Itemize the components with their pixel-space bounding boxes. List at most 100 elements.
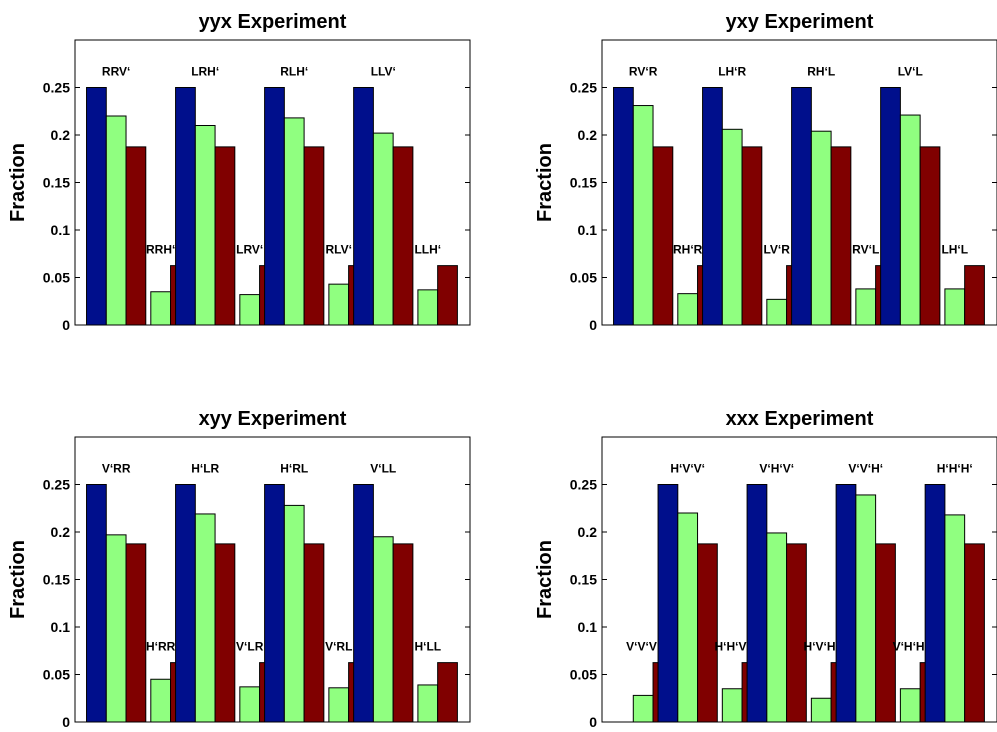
bar-group-label: H‘V‘H‘ <box>804 640 839 654</box>
bar-group-label: H‘H‘V‘ <box>715 640 750 654</box>
y-tick-label: 0.15 <box>43 175 70 191</box>
bar-group: LRH‘ <box>175 65 236 326</box>
y-tick-label: 0.1 <box>51 222 71 238</box>
bar-green <box>194 125 216 326</box>
bar-green <box>944 288 966 326</box>
bar-navy <box>791 87 812 326</box>
bar-group: RH‘L <box>791 65 852 326</box>
bar-group-label: LV‘L <box>898 65 923 79</box>
bar-group-label: RH‘R <box>673 243 703 257</box>
bar-group-label: V‘H‘V‘ <box>759 462 794 476</box>
chart-title: yyx Experiment <box>199 11 347 33</box>
chart-title: xxx Experiment <box>726 408 874 430</box>
chart-panel-3: xyy Experiment Fraction 0 0.05 0.1 0.15 0.2 0.2… <box>7 408 471 730</box>
bar-navy <box>175 87 196 326</box>
bar-navy <box>924 484 946 723</box>
y-tick-label: 0.05 <box>570 667 597 683</box>
bar-green <box>677 512 699 723</box>
bar-red <box>652 146 674 326</box>
bar-green <box>239 294 261 326</box>
bar-group: H‘LL <box>414 640 458 723</box>
bar-green <box>855 494 877 723</box>
y-tick-label: 0.15 <box>43 572 70 588</box>
chart-panel-4: xxx Experiment Fraction 0 0.05 0.1 0.15 0.2 0.2… <box>534 408 997 730</box>
bar-green <box>194 513 216 723</box>
bar-navy <box>175 484 196 723</box>
bar-group-label: LH‘R <box>718 65 746 79</box>
bar-group-label: LV‘R <box>763 243 790 257</box>
bar-navy <box>264 87 285 326</box>
y-tick-label: 0.1 <box>51 619 71 635</box>
bar-group-label: RH‘L <box>807 65 835 79</box>
bar-navy <box>657 484 679 723</box>
bar-group-label: V‘RR <box>102 462 131 476</box>
bar-group: LLV‘ <box>353 65 414 326</box>
y-tick-label: 0.25 <box>43 80 70 96</box>
bar-group-label: V‘V‘V‘ <box>626 640 660 654</box>
bar-group-label: H‘LL <box>414 640 441 654</box>
y-axis-label: Fraction <box>534 540 556 619</box>
y-tick-label: 0.1 <box>578 222 598 238</box>
bar-group: LH‘L <box>941 243 985 326</box>
bar-green <box>283 504 305 723</box>
bar-group-label: H‘V‘V‘ <box>670 462 705 476</box>
bar-red <box>437 265 458 326</box>
y-tick-label: 0.05 <box>570 270 597 286</box>
chart-title: yxy Experiment <box>726 11 874 33</box>
bar-group-label: RRV‘ <box>102 65 130 79</box>
bar-red <box>214 146 236 326</box>
bar-green <box>899 114 921 326</box>
bar-group: V‘V‘H‘ <box>835 462 896 723</box>
bar-group-label: LH‘L <box>941 243 968 257</box>
y-tick-label: 0.05 <box>43 270 70 286</box>
bar-group: RV‘R <box>613 65 674 326</box>
bar-group: RRV‘ <box>86 65 147 326</box>
bar-navy <box>702 87 723 326</box>
y-tick-label: 0.25 <box>43 477 70 493</box>
y-tick-label: 0.2 <box>578 127 598 143</box>
bar-green <box>150 291 172 326</box>
bar-navy <box>613 87 634 326</box>
bar-red <box>125 543 147 723</box>
bar-group-label: LLV‘ <box>371 65 396 79</box>
bar-green <box>150 678 172 723</box>
bar-green <box>328 283 350 326</box>
bar-group: V‘H‘V‘ <box>746 462 807 723</box>
bar-group-label: V‘V‘H‘ <box>848 462 883 476</box>
bar-red <box>392 543 414 723</box>
y-axis-label: Fraction <box>534 143 556 222</box>
bar-group: LLH‘ <box>414 243 458 326</box>
bar-green <box>677 293 699 326</box>
bar-navy <box>353 484 374 723</box>
bar-red <box>125 146 147 326</box>
bar-group-label: RRH‘ <box>146 243 175 257</box>
bar-green <box>855 288 877 326</box>
bar-group-label: RLV‘ <box>326 243 352 257</box>
chart-panel-2: yxy Experiment Fraction 0 0.05 0.1 0.15 0.2 0.2… <box>534 11 997 333</box>
y-tick-label: 0.2 <box>51 524 71 540</box>
bar-group-label: RLH‘ <box>280 65 308 79</box>
bar-red <box>919 146 941 326</box>
y-tick-label: 0.2 <box>51 127 71 143</box>
bar-red <box>875 543 896 723</box>
bar-red <box>697 543 718 723</box>
bar-group-label: RV‘R <box>629 65 658 79</box>
bar-navy <box>264 484 285 723</box>
bar-green <box>766 532 788 723</box>
bar-green <box>810 697 832 723</box>
bar-group-label: RV‘L <box>852 243 879 257</box>
y-tick-label: 0.2 <box>578 524 598 540</box>
bar-green <box>417 289 439 326</box>
y-tick-label: 0.15 <box>570 175 597 191</box>
y-tick-label: 0.25 <box>570 80 597 96</box>
bar-green <box>899 688 921 723</box>
bar-group: H‘LR <box>175 462 236 723</box>
bar-green <box>239 686 261 723</box>
y-tick-label: 0.15 <box>570 572 597 588</box>
chart-panel-1: yyx Experiment Fraction 0 0.05 0.1 0.15 0.2 0.2… <box>7 11 471 333</box>
chart-title: xyy Experiment <box>199 408 347 430</box>
bar-red <box>964 265 985 326</box>
bar-group: H‘V‘V‘ <box>657 462 718 723</box>
bar-group-label: LLH‘ <box>414 243 441 257</box>
bar-group-label: H‘RL <box>280 462 308 476</box>
